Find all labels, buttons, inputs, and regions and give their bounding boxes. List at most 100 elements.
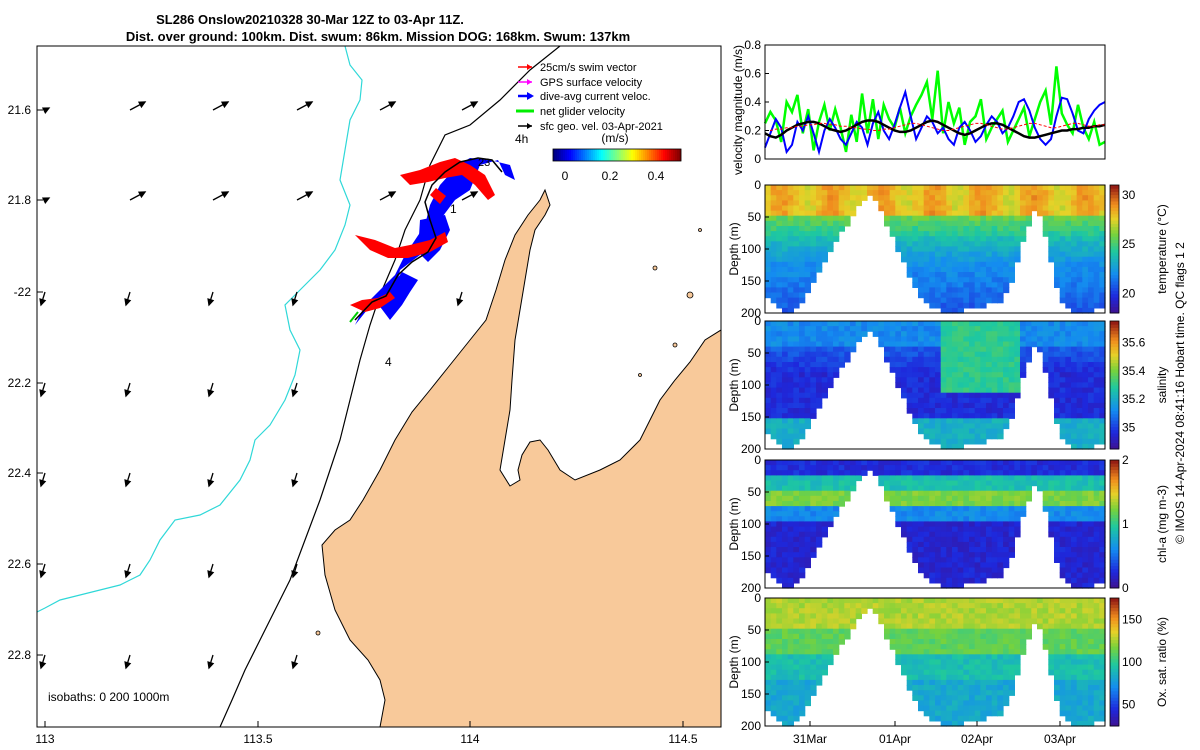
isobaths-label: isobaths: 0 200 1000m [48, 690, 169, 704]
sfc-velocity-arrowhead [304, 101, 314, 109]
sfc-velocity-arrowhead [124, 389, 132, 398]
time-mark-4: 4 [385, 355, 392, 369]
sfc-velocity-arrowhead [469, 101, 479, 109]
section-colorbar-tick: 35.4 [1122, 364, 1146, 378]
section-y-tick-label: 0 [754, 591, 761, 605]
island-3 [698, 228, 702, 232]
sfc-velocity-arrowhead [137, 191, 147, 199]
section-colorbar-tick: 30 [1122, 188, 1136, 202]
section-ylabel: Depth (m) [727, 222, 741, 275]
sfc-velocity-arrowhead [291, 479, 299, 488]
sfc-velocity-arrowhead [207, 298, 215, 307]
legend-dive-avg-current: dive-avg current veloc. [540, 91, 651, 103]
map-x-ticks: 113 113.5 114 114.5 [35, 721, 698, 746]
section-y-tick-label: 0 [754, 178, 761, 192]
sfc-velocity-arrowhead [39, 389, 47, 398]
velocity-series-line [764, 119, 1106, 139]
map-y-tick-label: 21.8 [8, 193, 32, 207]
section-temperature: 0 50 100 150 200 Depth (m) 30 25 20 temperature (… [727, 178, 1169, 320]
island-1 [652, 265, 658, 271]
velocity-y-tick-label: 0.2 [744, 124, 761, 138]
section-chlorophyll: 0 50 100 150 200 Depth (m) 2 1 0 chl-a (mg m-3) [727, 453, 1169, 595]
sfc-velocity-arrowhead [41, 197, 51, 204]
section-colorbar-tick: 150 [1122, 612, 1142, 626]
section-colorbar-label: Ox. sat. ratio (%) [1155, 617, 1169, 707]
map-y-tick-label: 22.4 [8, 466, 32, 480]
map-colorbar-tick-2: 0.4 [648, 169, 665, 183]
isobath-1000 [37, 46, 363, 613]
time-mark-1: 1 [450, 202, 457, 216]
section-y-tick-label: 150 [741, 410, 761, 424]
section-ylabel: Depth (m) [727, 358, 741, 411]
net-glider-path [354, 157, 503, 321]
sfc-velocity-arrowhead [124, 298, 132, 307]
side-note: © IMOS 14-Apr-2024 08:41:16 Hobart time.… [1173, 242, 1187, 544]
map-frame [36, 45, 722, 728]
legend-sfc-geo-velocity: sfc geo. vel. 03-Apr-2021 [540, 121, 663, 133]
island-6 [315, 630, 321, 636]
map-y-ticks: 21.6 21.8 -22 22.2 22.4 22.6 22.8 [8, 103, 43, 662]
section-y-tick-label: 100 [741, 242, 761, 256]
legend-gps-velocity: GPS surface velocity [540, 77, 643, 89]
map-y-tick-label: 21.6 [8, 103, 32, 117]
velocity-ylabel: velocity magnitude (m/s) [731, 45, 745, 175]
map-panel: 4h 1 4 23 113 113.5 114 114.5 21.6 21.8 -22 22… [8, 45, 722, 746]
section-y-tick-label: 50 [748, 485, 762, 499]
section-colorbar-label: salinity [1155, 367, 1169, 404]
sfc-velocity-arrowhead [220, 191, 230, 199]
sfc-velocity-arrowhead [291, 389, 299, 398]
map-x-tick-label: 114.5 [668, 732, 697, 746]
map-y-tick-label: -22 [14, 285, 32, 299]
section-colorbar-tick: 50 [1122, 698, 1136, 712]
map-x-tick-label: 113.5 [243, 732, 272, 746]
velocity-y-tick-label: 0.8 [744, 38, 761, 52]
figure-title-line2: Dist. over ground: 100km. Dist. swum: 86… [126, 29, 630, 44]
section-colorbar-tick: 35 [1122, 421, 1136, 435]
map-y-tick-label: 22.6 [8, 557, 32, 571]
sfc-velocity-arrowhead [124, 479, 132, 488]
section-colorbar-tick: 25 [1122, 237, 1136, 251]
velocity-y-tick-label: 0.6 [744, 67, 761, 81]
island-5 [638, 373, 642, 377]
map-y-tick-label: 22.8 [8, 648, 32, 662]
section-y-tick-label: 0 [754, 314, 761, 328]
sfc-velocity-arrowhead [39, 661, 47, 670]
map-y-tick-label: 22.2 [8, 376, 32, 390]
map-legend: 25cm/s swim vector GPS surface velocity … [516, 62, 663, 133]
section-colorbar-tick: 100 [1122, 655, 1142, 669]
section-colorbar-tick: 20 [1122, 286, 1136, 300]
sfc-velocity-arrowhead [124, 570, 132, 579]
sfc-velocity-arrowhead [469, 191, 479, 199]
sfc-velocity-arrowhead [39, 570, 47, 579]
sfc-velocity-arrowhead [39, 298, 47, 307]
map-colorbar: (m/s) 0 0.2 0.4 [552, 131, 682, 183]
figure-title-line1: SL286 Onslow20210328 30-Mar 12Z to 03-Ap… [156, 12, 464, 27]
section-y-tick-label: 50 [748, 210, 762, 224]
sfc-velocity-arrowhead [387, 101, 397, 109]
section-ylabel: Depth (m) [727, 635, 741, 688]
section-colorbar-tick: 1 [1122, 517, 1129, 531]
map-colorbar-tick-0: 0 [562, 169, 569, 183]
velocity-series-line [765, 122, 1105, 131]
time-tick-label: 03Apr [1044, 732, 1076, 746]
sfc-velocity-arrowhead [207, 389, 215, 398]
section-colorbar-tick: 2 [1122, 453, 1129, 467]
section-colorbar-tick: 35.2 [1122, 392, 1146, 406]
time-tick-label: 31Mar [793, 732, 827, 746]
velocity-series-line [764, 88, 1106, 156]
sfc-velocity-arrowhead [207, 661, 215, 670]
velocity-y-tick-label: 0 [754, 152, 761, 166]
section-salinity: 0 50 100 150 200 Depth (m) 35.6 35.4 35.2 35 salin… [727, 314, 1169, 456]
sfc-velocity-arrowhead [39, 479, 47, 488]
map-colorbar-tick-1: 0.2 [602, 169, 619, 183]
map-x-tick-label: 113 [35, 732, 54, 746]
velocity-y-tick-label: 0.4 [744, 95, 761, 109]
section-colorbar-tick: 35.6 [1122, 335, 1146, 349]
section-colorbar-label: temperature (°C) [1155, 204, 1169, 294]
velocity-panel: 0 0.2 0.4 0.6 0.8 velocity magnitude (m/s) [731, 38, 1106, 175]
sfc-velocity-arrowhead [207, 479, 215, 488]
sfc-velocity-arrowhead [207, 570, 215, 579]
